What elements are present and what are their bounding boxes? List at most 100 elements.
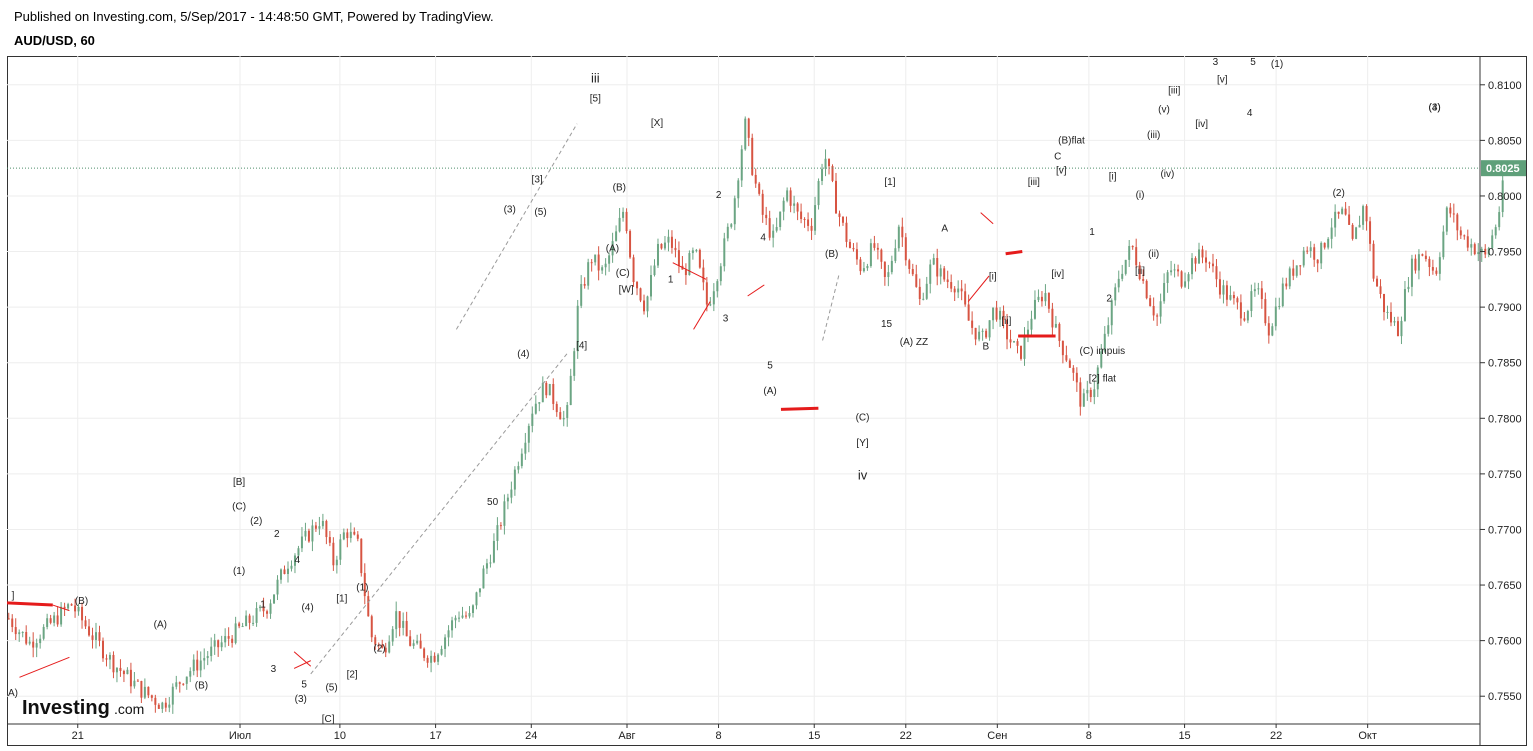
candle-up bbox=[1198, 249, 1201, 264]
candle-up bbox=[604, 263, 607, 268]
wave-label: 1 bbox=[1089, 227, 1095, 238]
last-price-label: 0.8025 bbox=[1486, 163, 1520, 175]
candle-up bbox=[653, 265, 656, 276]
wave-label: 3 bbox=[723, 314, 729, 325]
candle-up bbox=[492, 540, 495, 563]
wave-label: (C) bbox=[616, 268, 630, 279]
candle-up bbox=[444, 637, 447, 649]
candle-down bbox=[164, 702, 167, 708]
candle-up bbox=[1124, 259, 1127, 274]
wave-label: [iv] bbox=[1195, 119, 1208, 130]
chart-area[interactable]: ] (B) A) (A) (B) [B] (C) (2) 2 (1) 1 4 (4) 3 5 (3) (5) [1… bbox=[6, 56, 1527, 746]
wave-label: (iii) bbox=[1147, 130, 1160, 141]
candle-down bbox=[841, 216, 844, 223]
candle-up bbox=[506, 497, 509, 502]
candle-up bbox=[1494, 227, 1497, 236]
candle-up bbox=[548, 384, 551, 396]
price-chart[interactable]: ] (B) A) (A) (B) [B] (C) (2) 2 (1) 1 4 (4) 3 5 (3) (5) [1… bbox=[6, 56, 1527, 746]
wave-label: (4) bbox=[517, 349, 529, 360]
wave-label: [1] bbox=[336, 594, 347, 605]
candle-up bbox=[451, 620, 454, 631]
candle-up bbox=[108, 654, 111, 660]
candle-down bbox=[677, 250, 680, 266]
candle-down bbox=[1138, 265, 1141, 280]
candle-up bbox=[1121, 273, 1124, 279]
candle-up bbox=[821, 168, 824, 181]
wave-label: (B) bbox=[195, 680, 208, 691]
candle-down bbox=[964, 291, 967, 305]
trendline bbox=[293, 651, 312, 667]
candle-down bbox=[1260, 288, 1263, 300]
x-axis[interactable]: 21 Июл 10 17 24 Авг 8 15 22 Сен 8 15 22 Окт bbox=[7, 723, 1480, 742]
x-tick-label: Авг bbox=[618, 730, 635, 742]
logo-brand: Investing bbox=[22, 697, 110, 719]
candle-down bbox=[960, 288, 963, 292]
candle-down bbox=[1299, 265, 1302, 267]
wave-label: 4 bbox=[760, 232, 766, 243]
candle-up bbox=[520, 453, 523, 467]
candle-up bbox=[932, 258, 935, 265]
candle-up bbox=[46, 618, 49, 627]
wave-label: [X] bbox=[651, 118, 663, 129]
candle-up bbox=[1362, 206, 1365, 225]
candle-up bbox=[1013, 341, 1016, 343]
candle-down bbox=[314, 525, 317, 529]
candle-up bbox=[744, 118, 747, 150]
candle-down bbox=[423, 648, 426, 658]
candle-down bbox=[747, 118, 750, 138]
candle-down bbox=[1068, 360, 1071, 368]
wave-label: [5] bbox=[590, 93, 601, 104]
candle-down bbox=[119, 667, 122, 671]
candle-down bbox=[367, 596, 370, 617]
candle-down bbox=[101, 640, 104, 659]
candle-up bbox=[402, 620, 405, 628]
candle-up bbox=[286, 568, 289, 575]
candle-up bbox=[1288, 268, 1291, 287]
candle-up bbox=[1403, 289, 1406, 321]
wave-label: iv bbox=[858, 467, 868, 482]
candle-up bbox=[1358, 224, 1361, 228]
candle-up bbox=[1093, 389, 1096, 398]
candle-up bbox=[290, 565, 293, 569]
candle-down bbox=[136, 680, 139, 682]
wave-label: (iv) bbox=[1160, 169, 1174, 180]
y-axis[interactable]: 0.8100 0.8050 0.8000 0.7950 0.7900 0.7850 0.78… bbox=[1479, 56, 1526, 746]
wave-label: 2 bbox=[274, 529, 280, 540]
candle-down bbox=[1218, 279, 1221, 295]
candle-up bbox=[726, 226, 729, 239]
candle-up bbox=[304, 530, 307, 537]
candle-down bbox=[597, 254, 600, 271]
candle-up bbox=[622, 211, 625, 218]
y-tick-label: 0.7750 bbox=[1488, 469, 1522, 481]
candle-up bbox=[412, 643, 415, 646]
candle-down bbox=[465, 615, 468, 617]
candle-up bbox=[447, 630, 450, 638]
candle-up bbox=[300, 536, 303, 549]
candle-up bbox=[929, 264, 932, 284]
candle-down bbox=[765, 214, 768, 219]
candle-down bbox=[1152, 306, 1155, 316]
candle-up bbox=[255, 608, 258, 623]
candle-down bbox=[943, 268, 946, 280]
candle-up bbox=[1355, 227, 1358, 239]
candle-up bbox=[1271, 326, 1274, 336]
candle-up bbox=[430, 655, 433, 663]
trendline bbox=[980, 212, 994, 225]
logo-suffix: .com bbox=[114, 701, 144, 717]
candle-down bbox=[828, 158, 831, 167]
candle-up bbox=[1246, 310, 1249, 321]
candle-down bbox=[238, 623, 241, 627]
candle-down bbox=[1002, 310, 1005, 320]
candle-up bbox=[817, 180, 820, 206]
wave-label: (2) bbox=[250, 516, 262, 527]
candle-up bbox=[1110, 300, 1113, 326]
candle-down bbox=[552, 384, 555, 404]
candle-up bbox=[454, 617, 457, 621]
candle-down bbox=[374, 637, 377, 645]
candle-up bbox=[437, 654, 440, 662]
wave-label: (5) bbox=[534, 207, 546, 218]
wave-label: [i] bbox=[1109, 171, 1117, 182]
wave-label: (5) bbox=[325, 683, 337, 694]
wave-label: [3] bbox=[532, 175, 543, 186]
candle-up bbox=[1257, 288, 1260, 290]
